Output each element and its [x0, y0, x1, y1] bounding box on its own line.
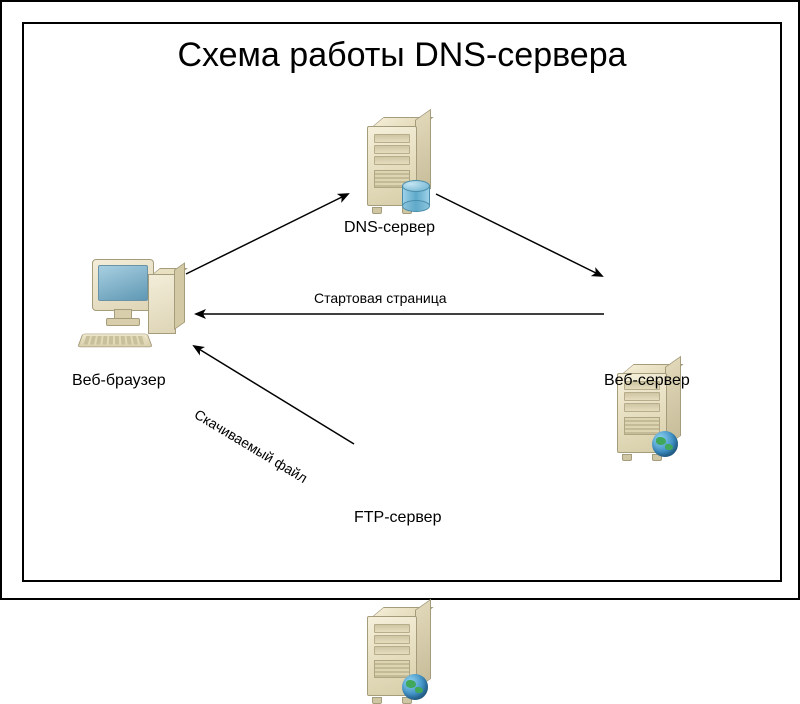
edge-label-startpage: Стартовая страница [314, 290, 447, 306]
label-dns: DNS-сервер [344, 219, 435, 237]
diagram-frame: Схема работы DNS-сервера Веб-браузер [22, 22, 782, 582]
globe-icon [652, 431, 678, 457]
globe-icon [402, 674, 428, 700]
edge-dns-web [436, 194, 602, 276]
node-browser [84, 259, 194, 354]
database-icon [402, 180, 428, 210]
diagram-title: Схема работы DNS-сервера [24, 36, 780, 75]
label-browser: Веб-браузер [72, 372, 166, 390]
label-web: Веб-сервер [604, 372, 690, 390]
node-dns [354, 112, 432, 212]
edge-browser-dns [186, 194, 348, 274]
label-ftp: FTP-сервер [354, 509, 441, 527]
node-ftp [354, 602, 432, 702]
outer-frame: Схема работы DNS-сервера Веб-браузер [0, 0, 800, 600]
edge-label-download: Скачиваемый файл [192, 406, 311, 486]
